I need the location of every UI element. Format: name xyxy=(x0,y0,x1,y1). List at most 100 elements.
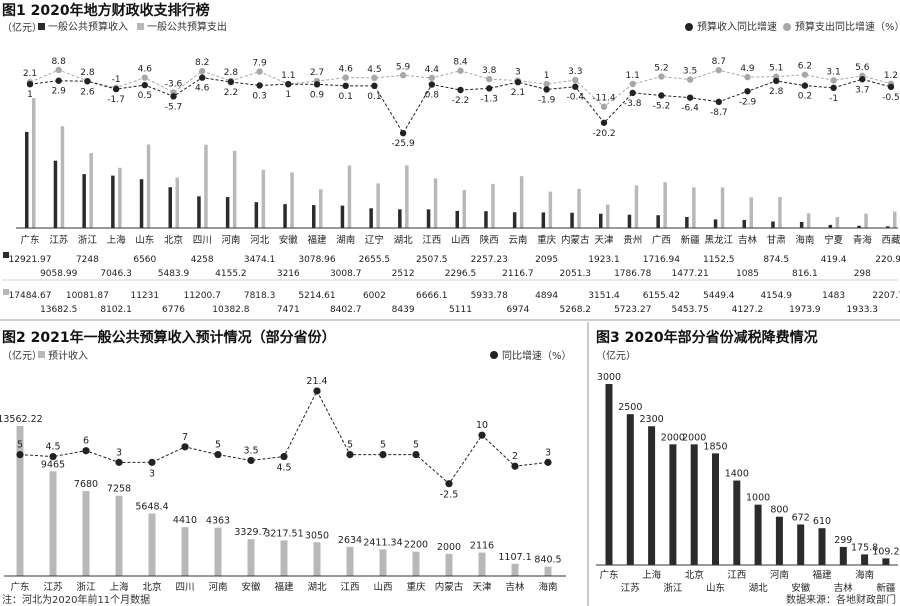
fig1-bar-income xyxy=(82,174,86,228)
fig1-income-growth-point xyxy=(313,81,321,88)
fig1-legend-expense-swatch xyxy=(137,23,144,30)
fig2-bar xyxy=(346,546,354,576)
fig1-table-expense-value: 5214.61 xyxy=(298,291,335,301)
fig1-bar-income xyxy=(283,204,287,228)
fig1-expense-growth-label: 1.1 xyxy=(281,71,295,81)
fig1-category-label: 广东 xyxy=(20,234,39,246)
fig2-bar-label: 13562.22 xyxy=(0,414,43,425)
fig1-legend-income-growth-dot xyxy=(685,23,693,31)
fig2-growth-label: 6 xyxy=(83,436,89,447)
fig1-bar-expense xyxy=(376,183,380,228)
fig1-bar-income xyxy=(455,210,459,228)
fig2-growth-line: 5 4.5 6 3 3 7 5 3.5 4.5 21.4 5 5 5 -2.5 10 2 3 xyxy=(16,376,552,501)
fig1-expense-growth-label: -1 xyxy=(112,75,121,85)
fig1-table-income-value: 1716.94 xyxy=(643,255,680,265)
fig1-category-label: 浙江 xyxy=(78,234,98,246)
fig1-bar-expense xyxy=(720,187,725,228)
fig1-category-label: 云南 xyxy=(508,234,527,246)
fig2-growth-label: 5 xyxy=(17,440,23,451)
fig1-category-label: 山东 xyxy=(135,234,154,246)
fig3-bar-label: 672 xyxy=(792,512,810,523)
fig1-bar-expense xyxy=(118,167,122,228)
fig1-income-growth-label: -5.2 xyxy=(653,101,671,111)
fig1-table-expense-value: 3151.4 xyxy=(588,291,620,301)
fig1-category-label: 西藏 xyxy=(881,234,900,246)
fig1-bar-expense xyxy=(347,165,352,228)
fig1-income-growth-point xyxy=(543,86,550,93)
fig1-expense-growth-label: -11.4 xyxy=(592,94,616,104)
fig1-bar-expense xyxy=(32,98,36,228)
fig2-bar xyxy=(181,527,189,576)
fig1-income-growth-label: 0.1 xyxy=(339,92,353,102)
fig1-expense-growth-point xyxy=(830,77,837,84)
fig1-expense-growth-label: 5.9 xyxy=(396,62,411,72)
fig1-table-expense-value: 5268.2 xyxy=(560,305,592,315)
fig1-bar-expense xyxy=(893,211,897,228)
fig1-bar-expense xyxy=(433,178,438,228)
fig1-table-expense-value: 5933.78 xyxy=(471,291,508,301)
fig1-table-expense-value: 6666.1 xyxy=(416,291,448,301)
fig2-bar xyxy=(115,495,123,576)
fig1-bar-income xyxy=(713,219,718,228)
fig1-table-expense-value: 5723.27 xyxy=(614,305,651,315)
fig1-bar-income xyxy=(225,197,230,228)
fig1-table-expense-value: 7471 xyxy=(277,305,300,315)
fig1-table-income-value: 2051.3 xyxy=(560,269,592,279)
fig1-expense-growth-label: 5.6 xyxy=(855,63,870,73)
fig3-bar-label: 3000 xyxy=(597,372,621,383)
fig1-income-growth-label: -2.2 xyxy=(452,96,470,106)
fig1-category-label: 湖北 xyxy=(394,235,414,246)
fig3-bar-label: 175.8 xyxy=(851,542,878,553)
fig1-income-growth-label: 1 xyxy=(285,90,291,100)
fig3-category-label: 北京 xyxy=(685,569,704,581)
fig1-bars xyxy=(25,98,897,228)
fig2-bar xyxy=(49,471,57,576)
fig1-expense-growth-label: 4.4 xyxy=(425,65,440,75)
fig1-bar-expense xyxy=(577,188,581,228)
fig1-table-income-value: 1923.1 xyxy=(588,255,620,265)
fig2-growth-point xyxy=(49,452,57,461)
fig1-table-income-value: 220.98 xyxy=(875,255,900,265)
fig3-bar-label: 2000 xyxy=(682,432,706,443)
fig1-category-label: 安徽 xyxy=(279,234,299,246)
fig1-category-label: 江西 xyxy=(422,235,441,246)
fig1-income-growth-point xyxy=(457,86,464,94)
fig1-bar-expense xyxy=(491,183,495,228)
fig1-expense-growth-label: 7.9 xyxy=(252,59,267,69)
fig1-expense-growth-label: 1 xyxy=(544,71,550,81)
fig1-expense-growth-point xyxy=(342,74,349,81)
fig1-legend-expense: 一般公共预算支出 xyxy=(147,20,227,33)
fig1-income-growth-label: 0.3 xyxy=(252,91,266,101)
fig3-bar-label: 1850 xyxy=(703,441,727,452)
fig2-bar-label: 2200 xyxy=(404,540,428,551)
fig1-table-income-value: 2257.23 xyxy=(471,255,508,265)
fig1-bar-income xyxy=(53,160,58,228)
fig2-growth-label: 5 xyxy=(347,440,353,451)
fig2-growth-label: 3 xyxy=(116,447,122,458)
fig2-bar xyxy=(511,563,519,576)
fig1-category-label: 辽宁 xyxy=(365,234,384,246)
fig1-table-income-value: 12921.97 xyxy=(9,255,52,265)
fig1-bar-expense xyxy=(519,176,524,228)
fig2-bar-label: 4410 xyxy=(173,515,197,526)
fig1-income-growth-point xyxy=(715,98,722,106)
fig1-bar-expense xyxy=(146,144,151,228)
fig2-bar xyxy=(445,553,453,576)
fig2-bar xyxy=(544,566,552,576)
fig2-bar-label: 7258 xyxy=(107,484,131,495)
fig1-category-label: 北京 xyxy=(164,234,183,246)
fig1-table-expense-value: 10382.8 xyxy=(212,305,249,315)
fig2-bar-label: 2000 xyxy=(437,542,461,553)
fig3-bar xyxy=(690,444,698,565)
fig3-bar xyxy=(605,384,613,565)
fig1-bar-expense xyxy=(692,187,696,228)
fig2-growth-label: 5 xyxy=(215,440,221,451)
fig1-expense-growth-point xyxy=(658,73,665,80)
fig3-bar-label: 2000 xyxy=(661,432,685,443)
fig1-table-income-value: 2296.5 xyxy=(445,269,477,279)
fig1-bar-income xyxy=(512,212,517,228)
fig1-category-label: 四川 xyxy=(193,235,212,246)
fig1-bar-income xyxy=(656,215,660,228)
fig1-bar-income xyxy=(197,196,201,228)
fig1-category-label: 河北 xyxy=(250,234,270,246)
